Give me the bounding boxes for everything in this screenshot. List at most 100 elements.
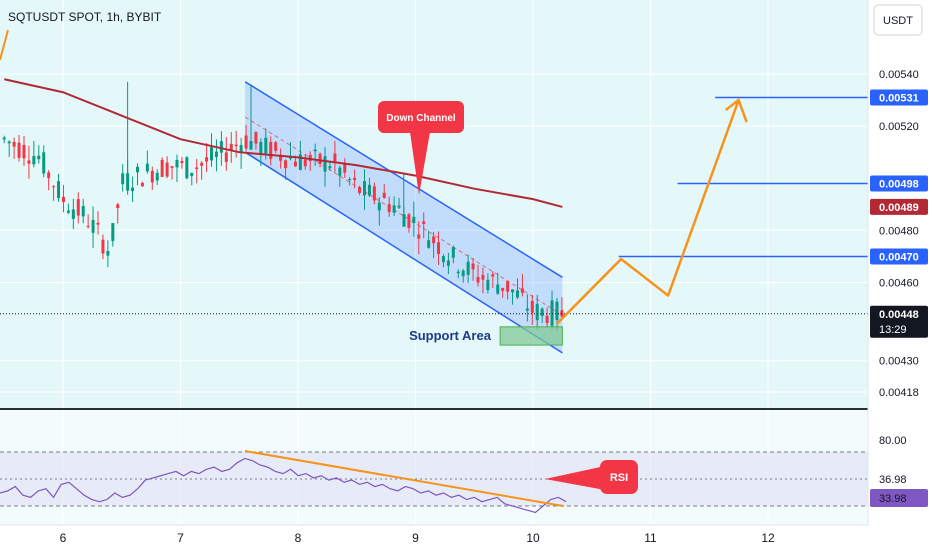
candle-body [180, 161, 184, 164]
candle-body [22, 144, 26, 159]
candle-body [71, 209, 75, 219]
candle-body [446, 260, 450, 266]
down-channel-mid-line [244, 116, 563, 316]
time-tick-label: 10 [526, 531, 540, 545]
candle-body [506, 281, 510, 292]
candle-body [160, 159, 164, 177]
candle-body [7, 141, 11, 144]
time-axis-background [0, 525, 932, 550]
candle-body [318, 153, 322, 164]
candle-body [269, 141, 273, 159]
rsi-trendline[interactable] [244, 450, 564, 507]
candle-body [501, 287, 505, 291]
candle-body [530, 300, 534, 313]
time-tick-label: 6 [60, 531, 67, 545]
candle-body [333, 153, 337, 162]
candle-body [441, 256, 445, 263]
candle-body [274, 142, 278, 151]
moving-average-line [4, 78, 563, 208]
price-tick-label: 0.00460 [879, 278, 919, 290]
candle-body [244, 135, 248, 149]
down-channel-lower-line[interactable] [244, 151, 563, 354]
candle-body [219, 141, 223, 153]
price-tag-level [870, 248, 928, 265]
rsi-axis-ticks: 80.00 36.98 33.98 [870, 435, 928, 507]
candle-body [116, 204, 120, 209]
candle-body [407, 214, 411, 228]
candle-body [81, 205, 85, 217]
price-axis-background [868, 0, 932, 550]
price-tick-label: 0.00480 [879, 225, 919, 237]
rsi-callout[interactable]: RSI [545, 460, 638, 494]
candle-body [491, 274, 495, 277]
candle-body [367, 184, 371, 196]
candle-body [363, 181, 367, 196]
candle-body [145, 163, 149, 172]
projection-arrowhead [724, 98, 748, 123]
candle-body [52, 186, 56, 188]
candle-body [555, 301, 559, 321]
candle-body [328, 166, 332, 169]
candle-body [155, 172, 159, 181]
candle-body [86, 225, 90, 227]
support-zone[interactable] [499, 326, 563, 346]
candle-body [175, 159, 179, 168]
candle-body [121, 173, 125, 185]
support-area-label: Support Area [409, 328, 492, 343]
candles [2, 81, 564, 332]
time-tick-label: 11 [644, 531, 657, 545]
candle-body [412, 216, 416, 224]
candle-body [96, 222, 100, 225]
time-axis-ticks: 6 7 8 9 10 11 12 [60, 531, 775, 545]
candle-body [2, 137, 6, 140]
candle-body [343, 163, 347, 173]
candle-body [323, 156, 327, 172]
rsi-value-tag [870, 489, 928, 507]
currency-button[interactable]: USDT [873, 4, 923, 36]
projection-path[interactable] [555, 99, 740, 326]
candle-body [422, 221, 426, 224]
candle-body [239, 145, 243, 154]
candle-body [27, 160, 31, 164]
candle-body [150, 170, 154, 183]
candle-body [57, 181, 61, 199]
candle-body [293, 161, 297, 167]
candle-body [456, 271, 460, 274]
candle-body [185, 157, 189, 179]
candle-body [427, 240, 431, 248]
time-tick-label: 12 [761, 531, 775, 545]
candle-body [264, 137, 268, 154]
price-tag-ma [870, 198, 928, 215]
candle-body [496, 284, 500, 294]
candle-body [126, 173, 130, 191]
candle-body [372, 186, 376, 201]
price-tag-label: 0.00448 [879, 309, 919, 321]
candle-body [476, 277, 480, 283]
candle-body [397, 205, 401, 208]
price-tick-label: 0.00430 [879, 356, 919, 368]
candle-body [377, 202, 381, 211]
candle-body [106, 250, 110, 256]
price-tag-label: 0.00489 [879, 202, 919, 214]
candle-body [210, 147, 214, 161]
candle-body [348, 179, 352, 181]
candle-body [12, 141, 16, 147]
time-tick-label: 9 [412, 531, 419, 545]
candle-body [37, 155, 41, 160]
candle-body [535, 303, 539, 321]
candle-body [91, 219, 95, 233]
price-tag-level [870, 175, 928, 192]
time-tick-label: 8 [295, 531, 302, 545]
rsi-tick-label: 36.98 [879, 474, 907, 486]
candle-body [140, 182, 144, 187]
down-channel-callout[interactable]: Down Channel [378, 101, 464, 195]
candle-body [550, 300, 554, 326]
candle-body [66, 210, 70, 213]
currency-label: USDT [883, 15, 913, 27]
candle-body [486, 279, 490, 290]
candle-body [254, 131, 258, 144]
candle-body [481, 274, 485, 280]
candle-body [284, 160, 288, 169]
candle-body [511, 289, 515, 293]
